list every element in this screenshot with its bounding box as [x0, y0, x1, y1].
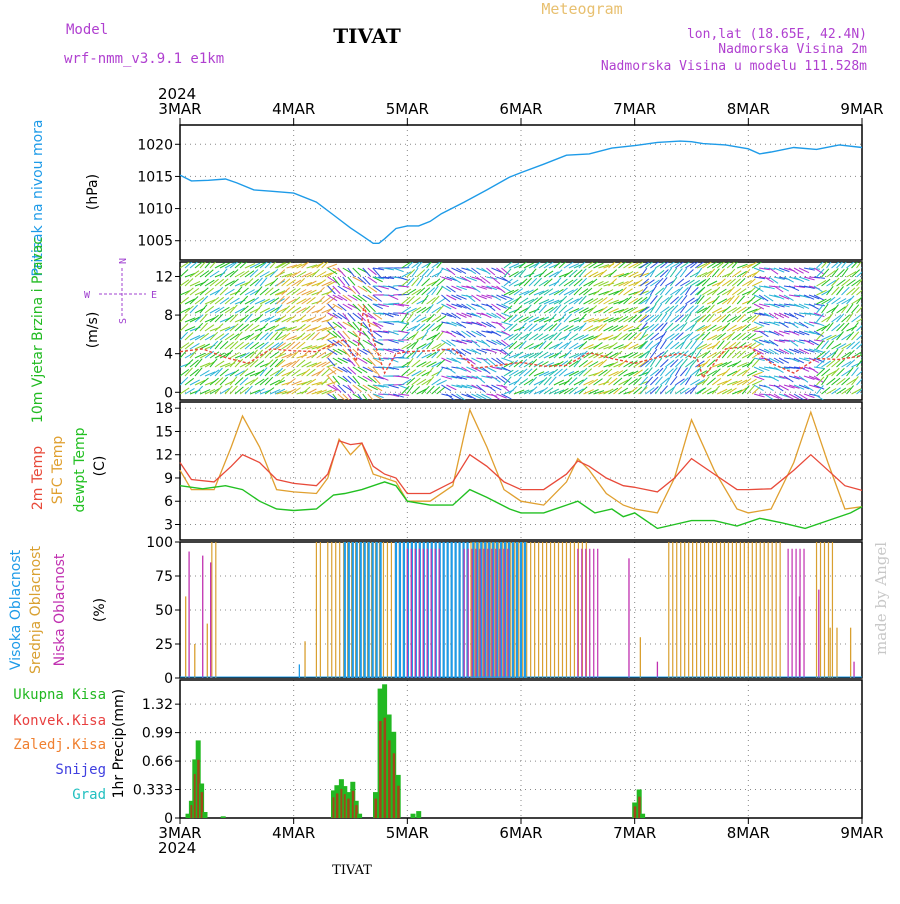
- ytick-label: 12: [155, 269, 173, 285]
- ytick-label: 1020: [137, 137, 173, 153]
- wind-legend-n: N: [118, 258, 129, 264]
- temp-unit: (C): [92, 456, 108, 477]
- pressure-line: [180, 141, 862, 243]
- ytick-label: 1010: [137, 202, 173, 218]
- cloud-high-ylabel: Visoka Oblacnost: [8, 549, 24, 670]
- xtick-bottom-label: 9MAR: [840, 824, 883, 842]
- xtick-bottom-label: 4MAR: [272, 824, 315, 842]
- dewpt-ylabel: dewpt Temp: [72, 427, 88, 512]
- precip-conv-bar: [388, 740, 391, 818]
- precip-conv-bar: [393, 753, 396, 818]
- xtick-top-label: 8MAR: [727, 100, 770, 118]
- wind-ylabel: 10m Vjetar Brzina i Pravac: [30, 237, 46, 423]
- model-name: wrf-nmm_v3.9.1 e1km: [64, 51, 224, 67]
- xtick-bottom-label: 5MAR: [386, 824, 429, 842]
- ytick-label: 0.66: [142, 754, 173, 770]
- precip-conv-bar: [634, 806, 637, 818]
- panel-pressure: 1005 1010 1015 1020: [137, 125, 862, 260]
- ytick-label: 4: [164, 347, 173, 363]
- precip-conv-bar: [397, 786, 400, 818]
- precip-bar: [640, 814, 645, 818]
- plot-layer: 1005101010151020048123691215180255075100…: [133, 100, 884, 842]
- temp2m-ylabel: 2m Temp: [30, 446, 46, 510]
- station-title: TIVAT: [333, 24, 401, 48]
- model-elevation-text: Nadmorska Visina u modelu 111.528m: [601, 59, 867, 74]
- ytick-label: 1.32: [142, 697, 173, 713]
- precip-unit: (mm): [111, 689, 127, 727]
- precip-conv-bar: [375, 799, 378, 818]
- ytick-label: 8: [164, 308, 173, 324]
- xtick-top-label: 9MAR: [840, 100, 883, 118]
- ytick-label: 15: [155, 424, 173, 440]
- ytick-label: 3: [164, 517, 173, 533]
- ytick-label: 6: [164, 494, 173, 510]
- coords-text: lon,lat (18.65E, 42.4N): [687, 27, 867, 42]
- precip-conv-bar: [347, 799, 350, 818]
- xtick-top-label: 5MAR: [386, 100, 429, 118]
- watermark: made by Angel: [872, 542, 890, 655]
- xtick-top-label: 6MAR: [499, 100, 542, 118]
- precip-bar: [203, 812, 208, 818]
- wind-barbs: [180, 259, 872, 403]
- footer-station: TIVAT: [332, 863, 372, 878]
- xtick-top-label: 3MAR: [158, 100, 201, 118]
- xtick-bottom-label: 3MAR: [158, 824, 201, 842]
- ytick-label: 1005: [137, 234, 173, 250]
- wind-legend-w: W: [84, 290, 91, 301]
- ytick-label: 100: [146, 535, 173, 551]
- wind-legend-e: E: [151, 290, 157, 301]
- ytick-label: 50: [155, 603, 173, 619]
- precip-bar: [416, 811, 421, 818]
- precip-bar: [357, 814, 362, 818]
- ytick-label: 0.99: [142, 726, 173, 742]
- ytick-label: 25: [155, 637, 173, 653]
- precip-legend-frozen: Zaledj.Kisa: [13, 737, 106, 753]
- wind-legend-s: S: [118, 318, 129, 324]
- wind-unit: (m/s): [85, 312, 101, 349]
- precip-legend-total: Ukupna Kisa: [13, 687, 106, 703]
- ytick-label: 12: [155, 448, 173, 464]
- precip-conv-bar: [379, 721, 382, 818]
- xtick-bottom-label: 7MAR: [613, 824, 656, 842]
- xtick-top-label: 4MAR: [272, 100, 315, 118]
- ytick-label: 18: [155, 401, 173, 417]
- precip-ylabel: 1hr Precip: [111, 728, 127, 799]
- cloud-mid-ylabel: Srednja Oblacnost: [28, 546, 44, 674]
- model-label: Model: [66, 22, 108, 38]
- pressure-unit: (hPa): [85, 174, 101, 210]
- xtick-bottom-label: 8MAR: [727, 824, 770, 842]
- cloud-unit: (%): [92, 598, 108, 622]
- elevation-text: Nadmorska Visina 2m: [718, 42, 867, 57]
- ytick-label: 75: [155, 569, 173, 585]
- xtick-bottom-label: 6MAR: [499, 824, 542, 842]
- ytick-label: 9: [164, 471, 173, 487]
- ytick-label: 1015: [137, 169, 173, 185]
- precip-legend-conv: Konvek.Kisa: [13, 713, 106, 729]
- ytick-label: 0: [164, 671, 173, 687]
- precip-legend-snow: Snijeg: [55, 762, 106, 778]
- ytick-label: 0: [164, 385, 173, 401]
- precip-bar: [411, 814, 416, 818]
- ytick-label: 0.333: [133, 783, 173, 799]
- precip-conv-bar: [336, 793, 339, 818]
- xtick-top-label: 7MAR: [613, 100, 656, 118]
- chart-kind: Meteogram: [541, 0, 622, 18]
- sfc-ylabel: SFC Temp: [50, 436, 66, 505]
- precip-conv-bar: [384, 718, 387, 818]
- precip-legend-hail: Grad: [72, 787, 106, 803]
- cloud-low-ylabel: Niska Oblacnost: [52, 553, 68, 666]
- precip-bar: [221, 816, 226, 818]
